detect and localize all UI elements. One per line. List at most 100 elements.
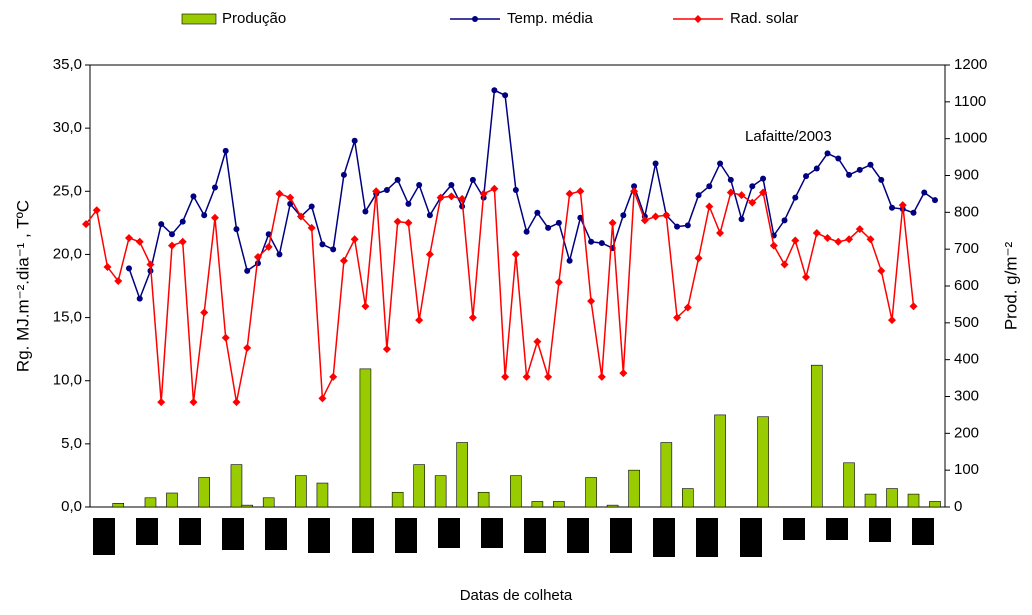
- marker: [211, 184, 218, 191]
- marker: [888, 316, 897, 325]
- marker: [824, 150, 831, 157]
- marker: [877, 266, 886, 275]
- marker: [640, 216, 649, 225]
- marker: [125, 265, 132, 272]
- marker: [523, 228, 530, 235]
- x-label-block: [179, 518, 201, 545]
- bar: [531, 501, 544, 508]
- y2-tick-label: 600: [954, 277, 979, 294]
- marker: [405, 200, 412, 207]
- bar: [843, 462, 855, 508]
- y-tick-label: 5,0: [61, 435, 82, 452]
- marker: [608, 218, 617, 227]
- x-label-block: [740, 518, 762, 557]
- bar: [757, 416, 769, 508]
- marker: [792, 194, 799, 201]
- marker: [340, 171, 347, 178]
- marker: [362, 208, 369, 215]
- marker: [812, 228, 821, 237]
- marker: [448, 181, 455, 188]
- y2-axis-title: Prod. g/m⁻²: [1001, 242, 1020, 331]
- marker: [909, 302, 918, 311]
- x-label-block: [352, 518, 374, 553]
- marker: [201, 212, 208, 219]
- marker: [652, 160, 659, 167]
- marker: [318, 394, 327, 403]
- marker: [726, 188, 735, 197]
- x-label-block: [222, 518, 244, 550]
- marker: [684, 222, 691, 229]
- marker: [92, 206, 101, 215]
- marker: [748, 198, 757, 207]
- marker: [233, 226, 240, 233]
- marker: [286, 193, 295, 202]
- x-label-block: [783, 518, 805, 540]
- y2-tick-label: 900: [954, 166, 979, 183]
- bar: [262, 497, 275, 508]
- marker: [135, 237, 144, 246]
- annotation: Lafaitte/2003: [745, 128, 832, 145]
- marker: [425, 250, 434, 259]
- y2-tick-label: 1200: [954, 56, 987, 73]
- series-line: [128, 89, 936, 301]
- marker: [554, 278, 563, 287]
- marker: [512, 187, 519, 194]
- marker: [330, 246, 337, 253]
- marker: [189, 398, 198, 407]
- marker: [308, 203, 315, 210]
- x-label-block: [912, 518, 934, 545]
- y2-tick-label: 1100: [954, 93, 986, 110]
- bar: [864, 493, 877, 508]
- x-label-block: [869, 518, 891, 542]
- x-label-block: [136, 518, 158, 545]
- marker: [834, 237, 843, 246]
- marker: [727, 176, 734, 183]
- marker: [683, 303, 692, 312]
- marker: [479, 189, 488, 198]
- bar: [413, 464, 425, 508]
- bar: [682, 488, 694, 508]
- marker: [124, 234, 133, 243]
- marker: [426, 212, 433, 219]
- marker: [404, 218, 413, 227]
- marker: [694, 15, 702, 23]
- marker: [555, 219, 562, 226]
- marker: [781, 217, 788, 224]
- marker: [329, 372, 338, 381]
- marker: [167, 241, 176, 250]
- marker: [200, 308, 209, 317]
- marker: [674, 223, 681, 230]
- bar: [553, 501, 565, 508]
- marker: [416, 181, 423, 188]
- marker: [759, 188, 768, 197]
- marker: [534, 209, 541, 216]
- marker: [566, 257, 573, 264]
- marker: [146, 260, 155, 269]
- bar: [295, 475, 307, 508]
- marker: [319, 241, 326, 248]
- marker: [588, 238, 595, 245]
- marker: [867, 161, 874, 168]
- marker: [620, 212, 627, 219]
- marker: [878, 176, 885, 183]
- marker: [791, 236, 800, 245]
- marker: [394, 176, 401, 183]
- marker: [490, 184, 499, 193]
- marker: [276, 251, 283, 258]
- legend-swatch: [181, 13, 217, 25]
- marker: [350, 235, 359, 244]
- marker: [662, 211, 671, 220]
- bar: [510, 475, 522, 508]
- marker: [856, 166, 863, 173]
- bar: [606, 504, 619, 508]
- marker: [910, 209, 917, 216]
- marker: [502, 92, 509, 99]
- marker: [760, 175, 767, 182]
- marker: [491, 87, 498, 94]
- bar: [714, 414, 726, 508]
- bar: [434, 475, 447, 508]
- marker: [114, 276, 123, 285]
- legend-label: Temp. média: [507, 10, 594, 27]
- y-tick-label: 30,0: [53, 119, 82, 136]
